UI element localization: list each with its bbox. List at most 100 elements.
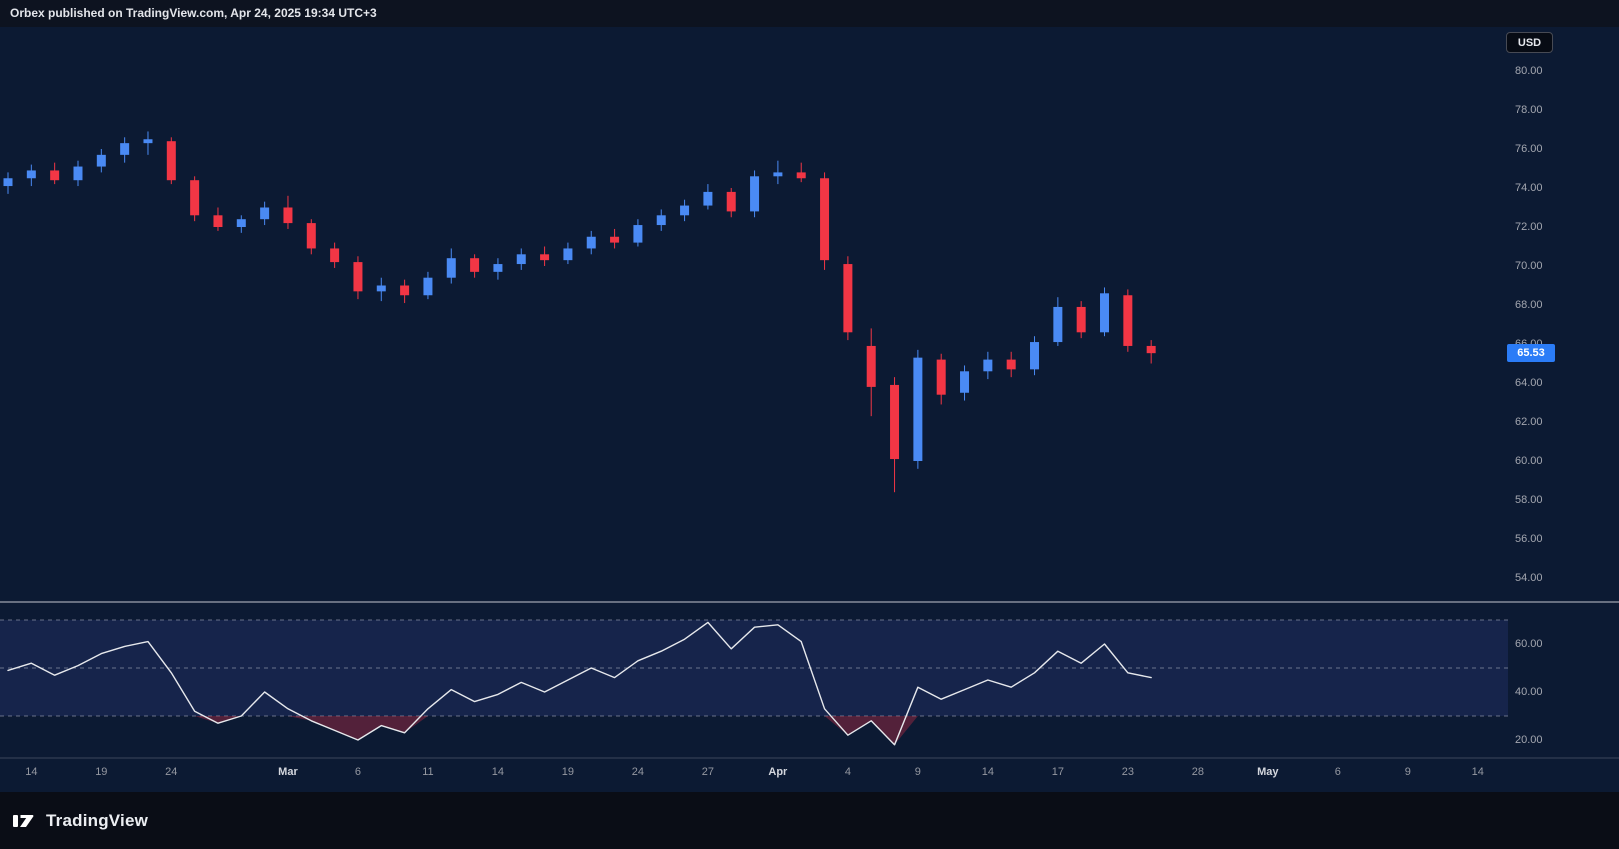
candle xyxy=(260,201,270,226)
candle xyxy=(376,277,386,302)
candle xyxy=(983,351,993,380)
time-axis-label: Apr xyxy=(768,766,788,778)
price-axis-label: 68.00 xyxy=(1515,299,1543,311)
candle xyxy=(493,258,503,280)
candle xyxy=(936,353,946,405)
candle xyxy=(680,199,690,222)
candle xyxy=(423,271,433,300)
price-axis-label: 60.00 xyxy=(1515,455,1543,467)
price-axis-label: 80.00 xyxy=(1515,65,1543,77)
candle xyxy=(726,188,736,218)
time-axis-label: 14 xyxy=(491,766,505,778)
candle xyxy=(1123,289,1133,352)
time-axis-label: May xyxy=(1257,766,1279,778)
candle xyxy=(1006,351,1016,378)
candle xyxy=(866,328,876,417)
currency-label: USD xyxy=(1517,36,1542,49)
candle xyxy=(190,176,200,222)
candle xyxy=(843,256,853,341)
candle xyxy=(540,246,550,266)
time-axis-label: 24 xyxy=(631,766,645,778)
time-axis-label: 28 xyxy=(1191,766,1204,778)
price-axis-label: 62.00 xyxy=(1515,416,1543,428)
price-axis-label: 74.00 xyxy=(1515,182,1543,194)
candle xyxy=(143,131,153,155)
candle xyxy=(563,242,573,265)
candle xyxy=(166,137,176,185)
candle xyxy=(1100,287,1110,337)
candle xyxy=(330,242,340,268)
price-axis-label: 58.00 xyxy=(1515,494,1543,506)
candle xyxy=(306,219,316,255)
rsi-line xyxy=(7,621,1152,746)
time-axis-label: Mar xyxy=(278,766,298,778)
candle xyxy=(703,184,713,210)
attribution-bar: Orbex published on TradingView.com, Apr … xyxy=(0,0,1619,27)
time-axis-label: 24 xyxy=(165,766,178,778)
time-axis-label: 14 xyxy=(981,766,994,778)
candle xyxy=(96,149,106,173)
currency-badge[interactable]: USD xyxy=(1506,32,1553,53)
rsi-oversold-fill xyxy=(8,716,1152,745)
last-price-badge: 65.53 xyxy=(1507,344,1555,363)
time-axis-label: 23 xyxy=(1121,766,1134,778)
candle xyxy=(446,248,456,284)
footer-bar: TradingView xyxy=(0,792,1619,849)
candle xyxy=(73,160,83,187)
candle xyxy=(820,172,830,270)
last-price-value: 65.53 xyxy=(1517,347,1545,360)
candle xyxy=(890,377,900,493)
time-axis-label: 17 xyxy=(1051,766,1064,778)
time-axis-label: 19 xyxy=(561,766,575,778)
price-axis-label: 54.00 xyxy=(1515,572,1543,584)
time-axis-label: 11 xyxy=(422,766,434,778)
candle xyxy=(1146,340,1156,364)
candle xyxy=(633,219,643,247)
candle xyxy=(213,207,223,231)
candle xyxy=(1053,297,1063,346)
candle xyxy=(3,172,13,194)
candle xyxy=(750,170,760,218)
candle xyxy=(913,349,923,469)
candle xyxy=(1076,301,1086,339)
candle xyxy=(236,215,246,233)
price-axis-label: 72.00 xyxy=(1515,221,1543,233)
candle xyxy=(283,195,293,229)
time-axis-label: 6 xyxy=(354,766,361,778)
time-axis-label: 19 xyxy=(95,766,108,778)
candle xyxy=(353,256,363,300)
candle xyxy=(656,209,666,231)
time-axis-label: 9 xyxy=(914,766,921,778)
price-axis-label: 64.00 xyxy=(1515,377,1543,389)
candle xyxy=(120,137,130,163)
tradingview-logo-icon[interactable] xyxy=(12,810,37,832)
candle xyxy=(470,254,480,278)
time-axis-label: 14 xyxy=(25,766,38,778)
time-axis-label: 4 xyxy=(844,766,851,778)
time-axis-label: 9 xyxy=(1404,766,1411,778)
price-axis-label: 78.00 xyxy=(1515,104,1543,116)
candle xyxy=(400,279,410,304)
candle xyxy=(1030,336,1040,376)
time-axis-label: 6 xyxy=(1334,766,1341,778)
candle xyxy=(773,160,783,185)
candle xyxy=(26,164,36,187)
rsi-axis-label: 20.00 xyxy=(1515,734,1543,746)
tradingview-wordmark[interactable]: TradingView xyxy=(46,810,149,830)
time-axis-label: 27 xyxy=(701,766,715,778)
attribution-text: Orbex published on TradingView.com, Apr … xyxy=(10,6,377,20)
candle xyxy=(586,230,596,255)
rsi-axis-label: 60.00 xyxy=(1515,638,1543,650)
price-axis-label: 70.00 xyxy=(1515,260,1543,272)
price-axis-label: 76.00 xyxy=(1515,143,1543,155)
candle xyxy=(796,162,806,183)
candle xyxy=(50,162,60,185)
time-axis-label: 14 xyxy=(1471,766,1484,778)
price-axis-label: 56.00 xyxy=(1515,533,1543,545)
candle xyxy=(610,228,620,249)
rsi-axis-label: 40.00 xyxy=(1515,686,1543,698)
candle xyxy=(516,248,526,270)
candle xyxy=(960,365,970,401)
